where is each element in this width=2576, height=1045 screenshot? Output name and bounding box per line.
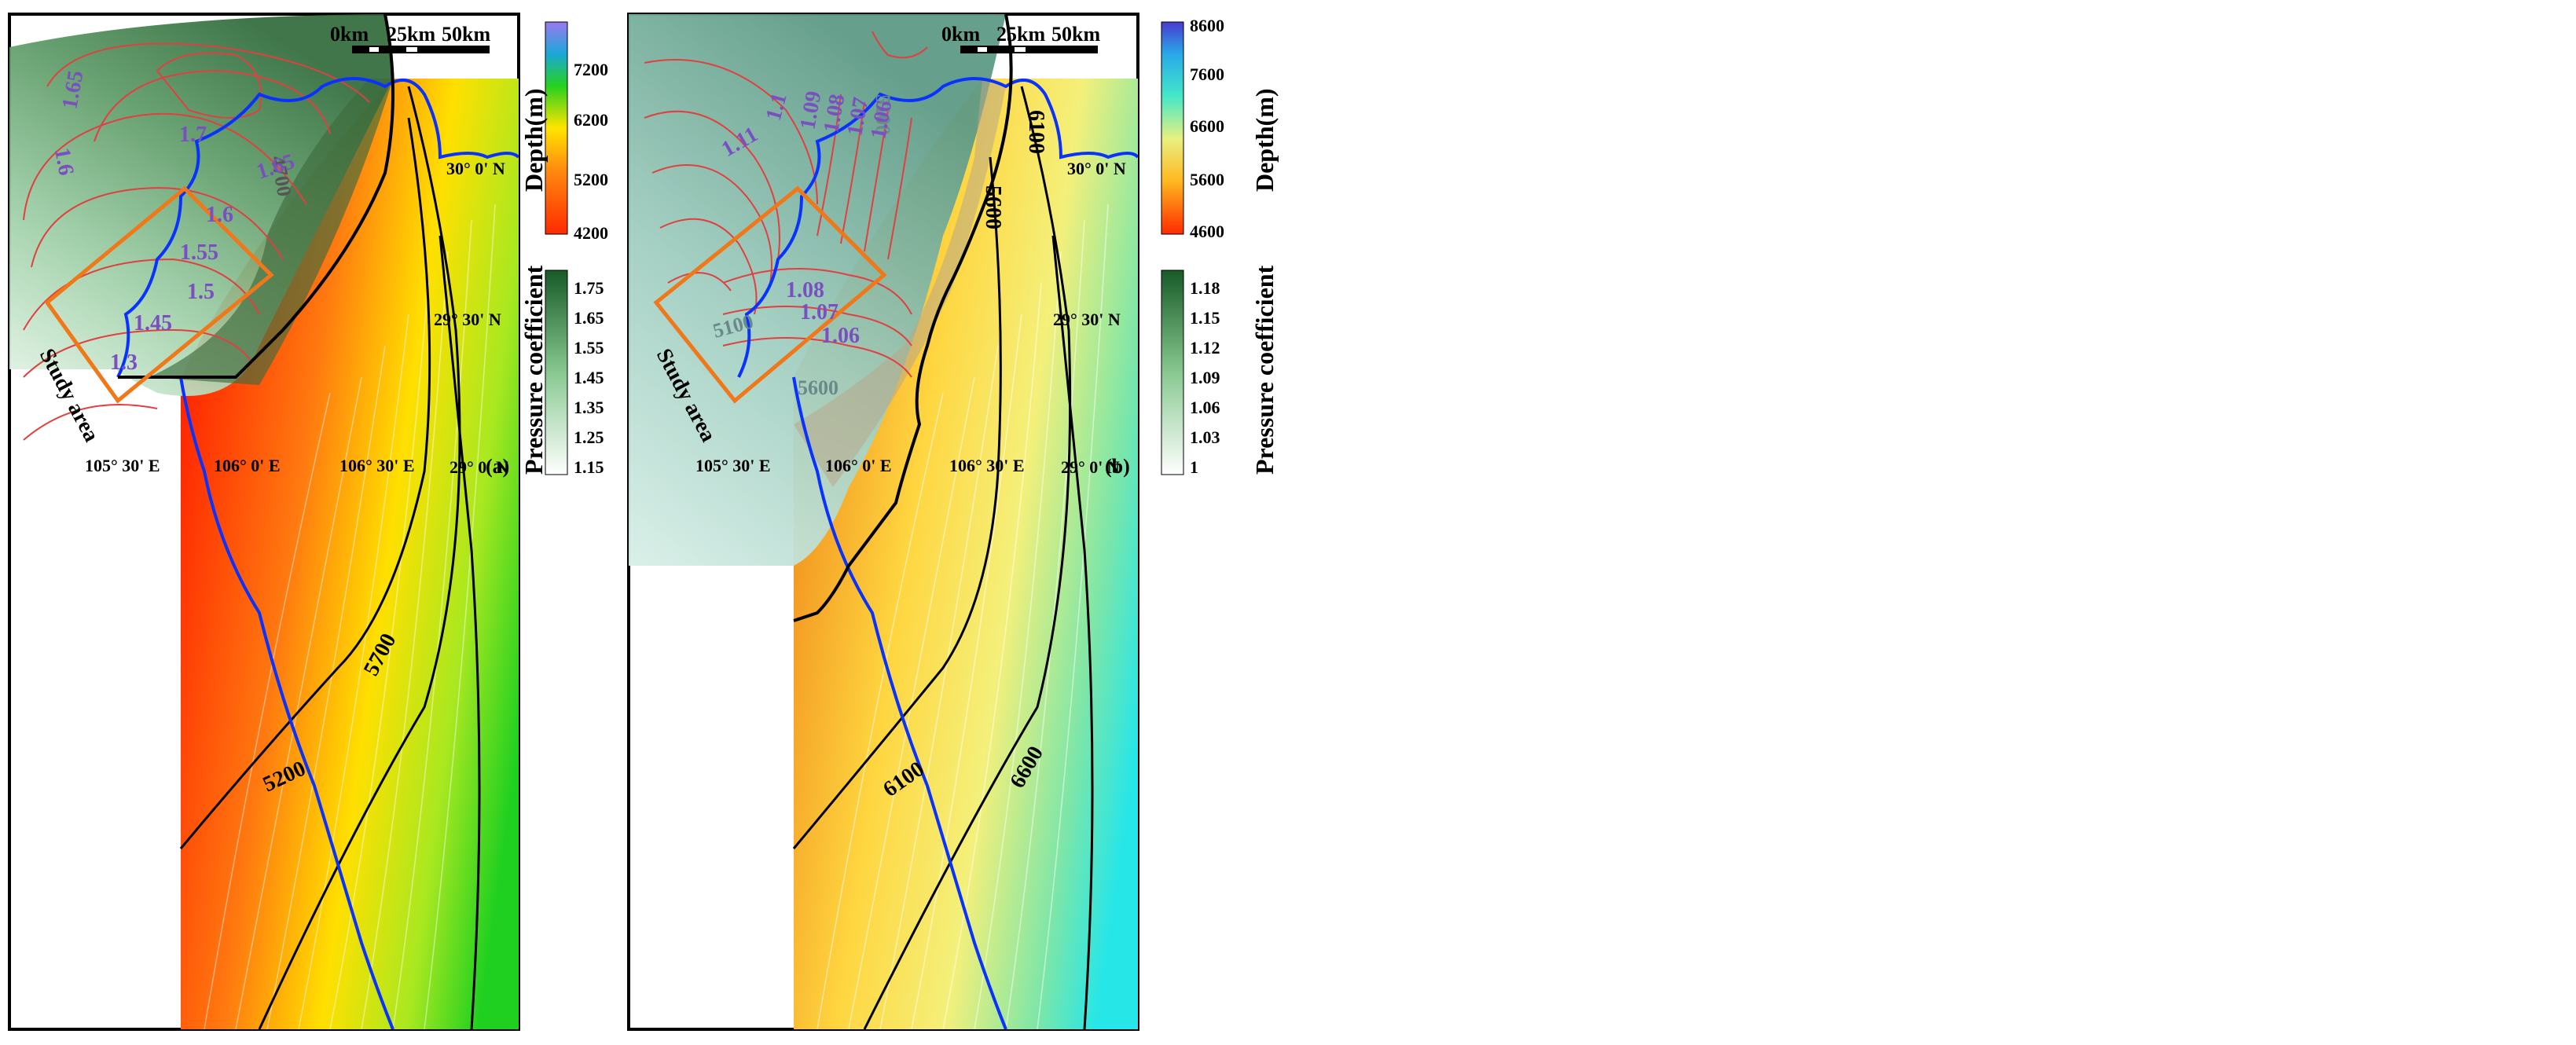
panel-a: 5200 5700 4700 1.65 1.6 1.7 1.65 1.6 1.5… (8, 13, 608, 1031)
pressure-tick-label: 1.35 (574, 398, 604, 417)
basin-boundary (737, 77, 1138, 1029)
pressure-contour-label: 1.45 (134, 311, 172, 336)
lat-label: 29° 30' N (1053, 310, 1121, 329)
pressure-surface (629, 14, 1006, 566)
depth-tick-label: 5600 (1190, 170, 1224, 189)
pressure-tick-label: 1.18 (1190, 278, 1220, 298)
lon-label: 106° 0' E (825, 456, 892, 475)
pressure-tick-label: 1 (1190, 457, 1198, 477)
pressure-contour-label: 1.06 (821, 324, 860, 348)
pressure-contour-label: 1.6 (50, 146, 79, 178)
study-area-box (44, 185, 274, 404)
pressure-tick-label: 1.45 (574, 368, 604, 387)
depth-contour-label: 5600 (798, 376, 838, 399)
pressure-tick-label: 1.55 (574, 338, 604, 358)
pressure-legend: 1.75 1.65 1.55 1.45 1.35 1.25 1.15 Press… (519, 265, 604, 477)
pressure-contour-label: 1.6 (206, 203, 233, 227)
pressure-legend: 1.18 1.15 1.12 1.09 1.06 1.03 1 Pressure… (1161, 265, 1279, 477)
pressure-contour-label: 1.5 (187, 280, 215, 304)
depth-tick-label: 4600 (1190, 222, 1224, 241)
pressure-contour-label: 1.08 (786, 278, 824, 302)
lat-label: 29° 30' N (434, 310, 501, 329)
depth-major-contours (179, 86, 481, 1029)
depth-contour-label: 5100 (872, 94, 894, 135)
basin-boundary (116, 77, 519, 1029)
depth-tick-label: 7600 (1190, 64, 1224, 84)
depth-tick-label: 6600 (1190, 116, 1224, 136)
pressure-legend-title: Pressure coefficient (519, 265, 548, 475)
depth-tick-label: 8600 (1190, 16, 1224, 35)
pressure-tick-label: 1.03 (1190, 427, 1220, 447)
pressure-tick-label: 1.65 (574, 308, 604, 328)
depth-legend-title: Depth(m) (1250, 88, 1279, 192)
depth-contour-label: 6100 (1024, 110, 1048, 154)
overlap-shade (794, 79, 1006, 487)
pressure-contour-label: 1.07 (800, 300, 838, 324)
map-body: 6100 6600 6100 5600 5100 5600 5100 1.09 … (629, 14, 1138, 1029)
pressure-colorbar (545, 270, 568, 475)
scale-label: 0km (941, 23, 980, 46)
pressure-tick-label: 1.06 (1190, 398, 1220, 417)
pressure-contour-label: 1.3 (110, 350, 138, 375)
depth-minor-contours (204, 204, 496, 1029)
depth-tick-label: 4200 (574, 223, 608, 243)
depth-contour-label: 5600 (981, 185, 1005, 229)
depth-legend: 7200 6200 5200 4200 Depth(m) (519, 21, 608, 243)
pressure-tick-label: 1.15 (574, 457, 604, 477)
pressure-colorbar (1161, 270, 1184, 475)
scale-label: 0km (330, 23, 369, 46)
pressure-contour-labels: 1.65 1.6 1.7 1.65 1.6 1.55 1.5 1.45 1.3 (50, 69, 298, 375)
depth-colorbar (545, 21, 568, 235)
figure-svg: 5200 5700 4700 1.65 1.6 1.7 1.65 1.6 1.5… (8, 13, 1279, 1031)
depth-legend: 8600 7600 6600 5600 4600 Depth(m) (1161, 16, 1279, 241)
study-area-box (653, 185, 887, 404)
depth-minor-contours (816, 204, 1109, 1029)
lat-label: 29° 0' N (450, 457, 508, 477)
depth-tick-label: 5200 (574, 170, 608, 189)
pressure-tick-label: 1.25 (574, 427, 604, 447)
panel-b: 6100 6600 6100 5600 5100 5600 5100 1.09 … (627, 13, 1279, 1031)
figure: 5200 5700 4700 1.65 1.6 1.7 1.65 1.6 1.5… (8, 13, 1279, 1031)
pressure-tick-label: 1.09 (1190, 368, 1220, 387)
panel-label: (a) (486, 455, 509, 478)
pressure-contour-label: 1.55 (180, 240, 218, 265)
scale-label: 25km (996, 23, 1045, 46)
lon-label: 105° 30' E (85, 456, 160, 475)
region-boundary (793, 14, 1013, 622)
lat-label: 29° 0' N (1061, 457, 1120, 477)
lon-label: 105° 30' E (695, 456, 771, 475)
overlap-shade (149, 79, 393, 385)
depth-major-contours (792, 86, 1094, 1029)
pressure-contour-label: 1.7 (179, 123, 207, 147)
region-boundary (118, 14, 394, 379)
pressure-tick-label: 1.75 (574, 278, 604, 298)
lon-label: 106° 30' E (949, 456, 1025, 475)
pressure-tick-label: 1.15 (1190, 308, 1220, 328)
depth-legend-title: Depth(m) (519, 88, 548, 192)
scale-bar (960, 46, 1098, 53)
scale-bar (352, 46, 490, 53)
scale-label: 25km (387, 23, 435, 46)
scale-label: 50km (1051, 23, 1100, 46)
pressure-tick-label: 1.12 (1190, 338, 1220, 358)
depth-colorbar (1161, 21, 1184, 235)
lon-label: 106° 30' E (339, 456, 415, 475)
lat-label: 30° 0' N (1067, 159, 1126, 178)
depth-tick-label: 7200 (574, 60, 608, 79)
lon-label: 106° 0' E (214, 456, 281, 475)
scale-label: 50km (442, 23, 490, 46)
depth-tick-label: 6200 (574, 110, 608, 130)
lat-label: 30° 0' N (446, 159, 505, 178)
panel-label: (b) (1105, 455, 1130, 478)
map-body: 5200 5700 4700 1.65 1.6 1.7 1.65 1.6 1.5… (9, 14, 519, 1029)
pressure-legend-title: Pressure coefficient (1250, 265, 1279, 475)
pressure-contours (23, 42, 370, 441)
